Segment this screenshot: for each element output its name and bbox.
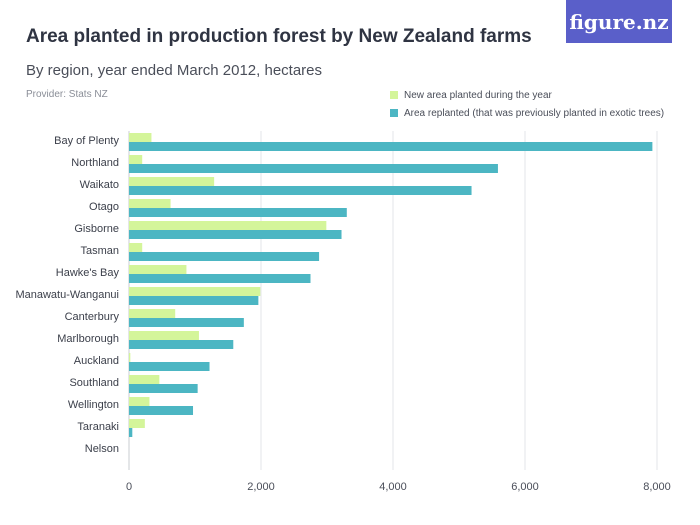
bar-southland-series-0 <box>129 375 160 384</box>
provider-label: Provider: Stats NZ <box>26 89 108 100</box>
bar-marlborough-series-0 <box>129 331 199 340</box>
bar-auckland-series-0 <box>129 353 131 362</box>
legend-label-replanted: Area replanted (that was previously plan… <box>404 107 665 119</box>
bar-otago-series-0 <box>129 199 171 208</box>
bar-auckland-series-1 <box>129 362 210 371</box>
category-label-tasman: Tasman <box>80 245 119 257</box>
bar-gisborne-series-0 <box>129 221 327 230</box>
legend-item-replanted: Area replanted (that was previously plan… <box>390 104 690 122</box>
bar-southland-series-1 <box>129 384 198 393</box>
bar-gisborne-series-1 <box>129 230 342 239</box>
figure-nz-logo[interactable]: figure.nz <box>566 0 672 43</box>
chart-legend: New area planted during the year Area re… <box>390 86 690 122</box>
category-label-wellington: Wellington <box>68 399 119 411</box>
bar-waikato-series-0 <box>129 177 215 186</box>
category-label-northland: Northland <box>71 157 119 169</box>
bar-tasman-series-0 <box>129 243 143 252</box>
category-label-otago: Otago <box>89 201 119 213</box>
bar-marlborough-series-1 <box>129 340 234 349</box>
category-label-waikato: Waikato <box>80 179 119 191</box>
bar-waikato-series-1 <box>129 186 472 195</box>
category-label-gisborne: Gisborne <box>74 223 119 235</box>
category-label-nelson: Nelson <box>85 443 119 455</box>
x-tick-label-2000: 2,000 <box>247 481 275 493</box>
chart-subtitle: By region, year ended March 2012, hectar… <box>26 62 323 79</box>
bar-manawatu-wanganui-series-1 <box>129 296 259 305</box>
x-tick-label-8000: 8,000 <box>643 481 671 493</box>
bar-northland-series-0 <box>129 155 143 164</box>
bar-bay-of-plenty-series-1 <box>129 142 653 151</box>
x-tick-label-0: 0 <box>126 481 132 493</box>
chart-title: Area planted in production forest by New… <box>26 26 532 47</box>
bar-taranaki-series-1 <box>129 428 133 437</box>
bar-wellington-series-1 <box>129 406 194 415</box>
category-label-auckland: Auckland <box>74 355 119 367</box>
bar-wellington-series-0 <box>129 397 150 406</box>
category-label-southland: Southland <box>69 377 119 389</box>
bar-manawatu-wanganui-series-0 <box>129 287 261 296</box>
category-label-hawke-s-bay: Hawke's Bay <box>56 267 120 279</box>
category-label-marlborough: Marlborough <box>57 333 119 345</box>
legend-item-new-area: New area planted during the year <box>390 86 690 104</box>
x-tick-label-4000: 4,000 <box>379 481 407 493</box>
bar-bay-of-plenty-series-0 <box>129 133 152 142</box>
bar-hawke-s-bay-series-1 <box>129 274 311 283</box>
legend-label-new-area: New area planted during the year <box>404 89 552 101</box>
bar-canterbury-series-1 <box>129 318 244 327</box>
category-label-bay-of-plenty: Bay of Plenty <box>54 135 119 147</box>
bar-taranaki-series-0 <box>129 419 145 428</box>
category-label-taranaki: Taranaki <box>77 421 119 433</box>
bar-tasman-series-1 <box>129 252 320 261</box>
x-tick-label-6000: 6,000 <box>511 481 539 493</box>
bar-hawke-s-bay-series-0 <box>129 265 187 274</box>
category-label-canterbury: Canterbury <box>65 311 120 323</box>
bar-canterbury-series-0 <box>129 309 176 318</box>
category-label-manawatu-wanganui: Manawatu-Wanganui <box>15 289 119 301</box>
legend-swatch-replanted <box>390 109 398 117</box>
bar-otago-series-1 <box>129 208 347 217</box>
bar-northland-series-1 <box>129 164 498 173</box>
legend-swatch-new-area <box>390 91 398 99</box>
